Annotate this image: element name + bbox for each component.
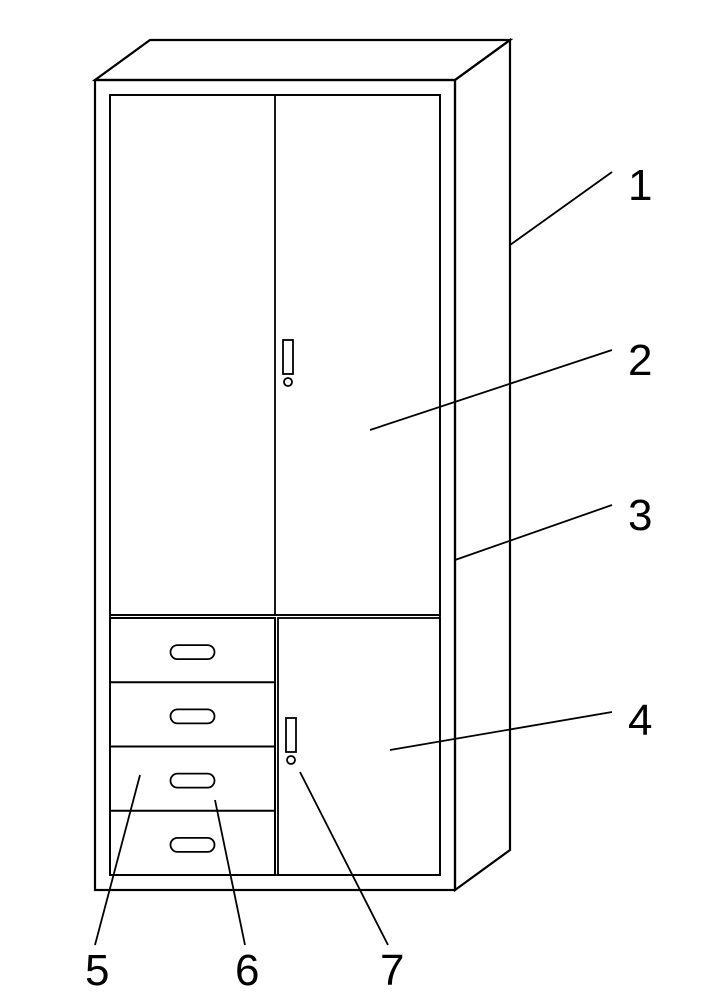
leader-line-4 <box>390 712 612 750</box>
drawer-handle-icon <box>171 645 215 659</box>
label-7: 7 <box>380 946 404 995</box>
drawer-handle-icon <box>171 774 215 788</box>
label-3: 3 <box>628 491 652 540</box>
leader-line-5 <box>95 775 140 945</box>
lower-handle <box>286 718 296 752</box>
label-1: 1 <box>628 161 652 210</box>
upper-lock-icon <box>284 378 292 386</box>
cabinet-diagram: 1 2 3 4 5 6 7 <box>0 0 727 1000</box>
lower-lock-icon <box>287 756 295 764</box>
cabinet-top <box>95 40 510 80</box>
leader-line-7 <box>300 772 388 945</box>
cabinet-side <box>455 40 510 890</box>
leader-line-1 <box>510 172 612 245</box>
label-6: 6 <box>235 946 259 995</box>
upper-handle <box>283 340 293 374</box>
drawer <box>110 618 275 682</box>
label-2: 2 <box>628 336 652 385</box>
drawer-handle-icon <box>171 709 215 723</box>
label-5: 5 <box>85 946 109 995</box>
drawer <box>110 811 275 875</box>
leader-line-6 <box>215 800 245 945</box>
drawer-handle-icon <box>171 838 215 852</box>
leader-line-2 <box>370 350 612 430</box>
drawer <box>110 747 275 811</box>
leader-line-3 <box>455 505 612 560</box>
label-4: 4 <box>628 696 652 745</box>
drawer <box>110 682 275 746</box>
